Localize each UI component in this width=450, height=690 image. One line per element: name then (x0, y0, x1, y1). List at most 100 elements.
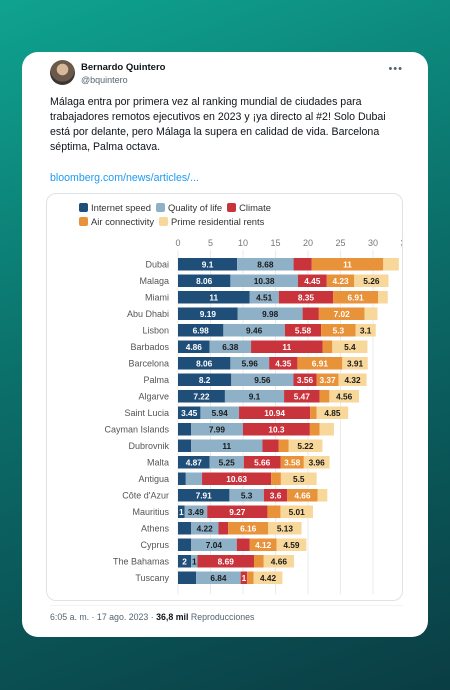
data-label: 6.98 (193, 325, 210, 335)
data-label: 4.12 (255, 540, 272, 550)
bar-segment (319, 423, 334, 436)
data-label: 5.66 (254, 457, 271, 467)
bar-segment (276, 538, 307, 551)
bar-segment (223, 324, 285, 337)
bar-segment (302, 307, 319, 320)
author-block[interactable]: Bernardo Quintero @bquintero (81, 62, 165, 85)
x-tick-label: 35 (400, 238, 403, 248)
bar-segment (197, 555, 254, 568)
data-label: 6.84 (210, 573, 227, 583)
bar-segment (191, 555, 198, 568)
category-label: Dubai (145, 259, 169, 269)
author-name[interactable]: Bernardo Quintero (81, 62, 166, 73)
category-label: Athens (141, 523, 170, 533)
data-label: 5.5 (293, 474, 305, 484)
bar-segment (317, 489, 328, 502)
category-label: The Bahamas (113, 556, 170, 566)
category-label: Tuscany (135, 573, 169, 583)
bar-segment (383, 258, 399, 271)
data-label: 4.35 (275, 358, 292, 368)
bar-segment (242, 423, 310, 436)
data-label: 3.1 (360, 325, 372, 335)
data-label: 4.32 (344, 375, 361, 385)
bar-segment (178, 307, 238, 320)
bar-segment (230, 357, 270, 370)
bar-segment (268, 522, 302, 535)
author-handle[interactable]: @bquintero (81, 75, 128, 85)
avatar[interactable] (50, 60, 75, 85)
data-label: 3.56 (297, 375, 314, 385)
bar-segment (178, 456, 210, 469)
category-label: Barcelona (128, 358, 169, 368)
x-tick-label: 10 (238, 238, 248, 248)
data-label: 9.27 (229, 507, 246, 517)
bar-segment (297, 274, 327, 287)
data-label: 11 (209, 292, 218, 302)
bar-segment (191, 439, 263, 452)
data-label: 10.38 (254, 276, 275, 286)
bar-segment (378, 291, 388, 304)
data-label: 6.38 (222, 342, 239, 352)
data-label: 5.94 (212, 408, 229, 418)
bar-segment (253, 571, 283, 584)
data-label: 4.66 (271, 556, 288, 566)
bar-segment (207, 505, 268, 518)
data-label: 7.04 (206, 540, 223, 550)
data-label: 4.22 (197, 523, 214, 533)
stacked-bar-chart: 05101520253035Dubai9.18.6811Malaga8.0610… (104, 238, 403, 594)
data-label: 5.4 (344, 342, 356, 352)
data-label: 7.99 (209, 424, 226, 434)
bar-segment (196, 571, 241, 584)
bar-segment (229, 489, 264, 502)
chart-image[interactable]: Internet speed Quality of life Climate A… (46, 193, 403, 601)
x-tick-label: 20 (303, 238, 313, 248)
bar-segment (200, 406, 240, 419)
data-label: 8.35 (298, 292, 315, 302)
data-label: 4.87 (186, 457, 203, 467)
data-label: 3.45 (181, 408, 198, 418)
bar-segment (178, 538, 191, 551)
tweet-text: Málaga entra por primera vez al ranking … (50, 96, 386, 153)
bar-segment (278, 291, 334, 304)
article-link[interactable]: bloomberg.com/news/articles/... (50, 172, 199, 184)
bar-segment (364, 307, 378, 320)
x-tick-label: 25 (335, 238, 345, 248)
data-label: 4.23 (332, 276, 349, 286)
legend-label: Prime residential rents (171, 215, 265, 227)
bar-segment (284, 390, 320, 403)
category-label: Malta (147, 457, 169, 467)
legend-climate: Climate (227, 202, 271, 213)
category-label: Malaga (139, 276, 169, 286)
data-label: 5.13 (277, 523, 294, 533)
bar-segment (278, 439, 289, 452)
data-label: 5.3 (333, 325, 345, 335)
bar-segment (316, 406, 349, 419)
x-tick-label: 0 (175, 238, 180, 248)
data-label: 4.59 (283, 540, 300, 550)
tweet-time[interactable]: 6:05 a. m. · 17 ago. 2023 · (50, 612, 154, 622)
more-icon[interactable]: ••• (388, 63, 403, 75)
bar-segment (240, 571, 248, 584)
bar-segment (280, 472, 317, 485)
bar-segment (228, 522, 269, 535)
bar-segment (310, 406, 317, 419)
data-label: 4.56 (336, 391, 353, 401)
data-label: 3.49 (188, 507, 205, 517)
category-label: Antigua (138, 474, 169, 484)
bar-segment (237, 307, 303, 320)
data-label: 5.26 (363, 276, 380, 286)
bar-segment (178, 274, 231, 287)
bar-segment (191, 538, 237, 551)
bar-segment (280, 505, 314, 518)
data-label: 1 (242, 573, 247, 583)
bar-segment (178, 505, 185, 518)
bar-segment (284, 324, 322, 337)
data-label: 8.68 (257, 259, 274, 269)
data-label: 1 (192, 556, 197, 566)
bar-segment (178, 390, 225, 403)
bar-segment (253, 555, 264, 568)
data-label: 4.85 (324, 408, 341, 418)
legend-air-connectivity: Air connectivity (79, 216, 154, 227)
bar-segment (236, 538, 250, 551)
data-label: 5.47 (294, 391, 311, 401)
